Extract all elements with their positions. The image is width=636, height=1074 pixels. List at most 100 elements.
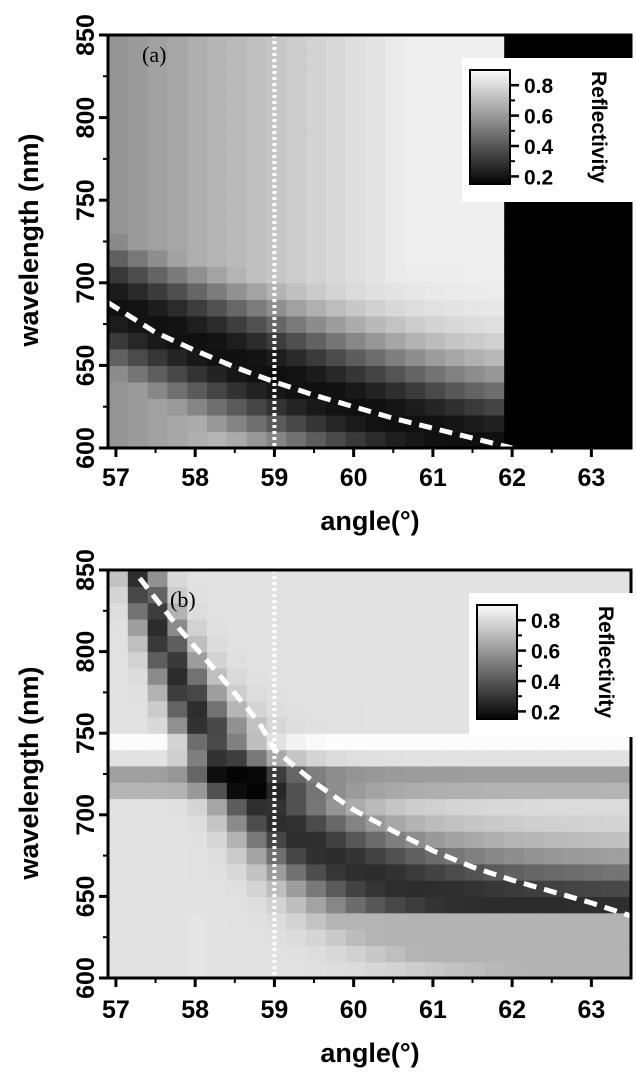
heatmap-cell — [226, 700, 248, 718]
heatmap-cell — [444, 381, 466, 400]
heatmap-cell — [226, 945, 248, 963]
heatmap-cell — [207, 570, 228, 587]
heatmap-cell — [167, 150, 188, 168]
heatmap-cell — [524, 414, 545, 433]
panel-b: 57 58 59 60 61 62 63 600 650 700 750 800 850 angle(°)… — [14, 549, 636, 1068]
heatmap-cell — [444, 398, 466, 416]
heatmap-cell — [365, 414, 386, 433]
heatmap-cell — [603, 233, 624, 251]
heatmap-cell — [563, 945, 585, 963]
heatmap-cell — [108, 35, 129, 53]
heatmap-cell — [266, 431, 287, 449]
heatmap-cell — [187, 299, 208, 317]
heatmap-cell — [187, 266, 208, 284]
heatmap-cell — [345, 348, 367, 366]
heatmap-cell — [484, 814, 505, 832]
heatmap-cell — [246, 398, 268, 416]
heatmap-cell — [226, 635, 248, 653]
heatmap-cell — [286, 68, 307, 86]
heatmap-cell — [424, 782, 446, 800]
heatmap-cell — [266, 700, 287, 718]
heatmap-cell — [345, 200, 367, 218]
heatmap-cell — [365, 299, 386, 317]
heatmap-cell — [484, 945, 505, 963]
heatmap-cell — [583, 233, 604, 251]
heatmap-cell — [127, 332, 149, 350]
heatmap-cell — [563, 765, 585, 783]
heatmap-cell — [147, 398, 169, 416]
heatmap-cell — [504, 814, 525, 832]
heatmap-cell — [108, 117, 129, 135]
heatmap-cell — [207, 684, 228, 702]
heatmap-cell — [524, 798, 545, 816]
heatmap-cell — [504, 798, 525, 816]
heatmap-cell — [623, 945, 632, 963]
heatmap-cell — [623, 299, 632, 317]
heatmap-cell — [127, 249, 149, 267]
heatmap-cell — [286, 684, 307, 702]
panel-label: (b) — [170, 587, 196, 612]
heatmap-cell — [306, 282, 327, 300]
heatmap-cell — [167, 733, 188, 751]
heatmap-cell — [385, 651, 406, 669]
heatmap-cell — [325, 635, 347, 653]
heatmap-cell — [424, 167, 446, 185]
heatmap-cell — [345, 167, 367, 185]
heatmap-cell — [306, 847, 327, 865]
heatmap-cell — [266, 667, 287, 685]
heatmap-cell — [484, 365, 505, 383]
heatmap-cell — [405, 200, 426, 218]
heatmap-cell — [147, 35, 169, 53]
heatmap-cell — [385, 398, 406, 416]
y-tick-label: 750 — [72, 179, 100, 221]
heatmap-cell — [207, 249, 228, 267]
heatmap-cell — [623, 35, 632, 53]
heatmap-cell — [524, 847, 545, 865]
heatmap-cell — [167, 798, 188, 816]
heatmap-cell — [345, 651, 367, 669]
heatmap-cell — [464, 266, 486, 284]
heatmap-cell — [325, 282, 347, 300]
heatmap-cell — [464, 282, 486, 300]
heatmap-cell — [266, 961, 287, 979]
heatmap-cell — [583, 961, 604, 979]
heatmap-cell — [246, 782, 268, 800]
heatmap-cell — [127, 863, 149, 881]
heatmap-cell — [365, 618, 386, 636]
heatmap-cell — [543, 814, 565, 832]
heatmap-cell — [345, 880, 367, 897]
heatmap-cell — [444, 700, 466, 718]
heatmap-cell — [444, 150, 466, 168]
heatmap-cell — [385, 945, 406, 963]
heatmap-cell — [127, 782, 149, 800]
heatmap-cell — [603, 216, 624, 234]
heatmap-cell — [226, 68, 248, 86]
heatmap-cell — [147, 586, 169, 604]
heatmap-cell — [365, 216, 386, 234]
heatmap-cell — [266, 880, 287, 897]
heatmap-cell — [365, 35, 386, 53]
heatmap-cell — [405, 700, 426, 718]
heatmap-cell — [405, 863, 426, 881]
heatmap-cell — [226, 51, 248, 69]
heatmap-cell — [543, 929, 565, 946]
heatmap-cell — [385, 749, 406, 767]
heatmap-cell — [286, 233, 307, 251]
heatmap-cell — [147, 929, 169, 946]
heatmap-cell — [246, 299, 268, 317]
heatmap-cell — [405, 51, 426, 69]
heatmap-cell — [226, 602, 248, 620]
heatmap-cell — [603, 863, 624, 881]
heatmap-cell — [484, 929, 505, 946]
heatmap-cell — [345, 929, 367, 946]
heatmap-cell — [207, 431, 228, 449]
heatmap-cell — [167, 847, 188, 865]
heatmap-cell — [226, 733, 248, 751]
heatmap-cell — [187, 667, 208, 685]
heatmap-cell — [127, 414, 149, 433]
heatmap-cell — [464, 233, 486, 251]
heatmap-cell — [424, 700, 446, 718]
heatmap-cell — [484, 798, 505, 816]
heatmap-cell — [464, 831, 486, 849]
heatmap-cell — [444, 635, 466, 653]
